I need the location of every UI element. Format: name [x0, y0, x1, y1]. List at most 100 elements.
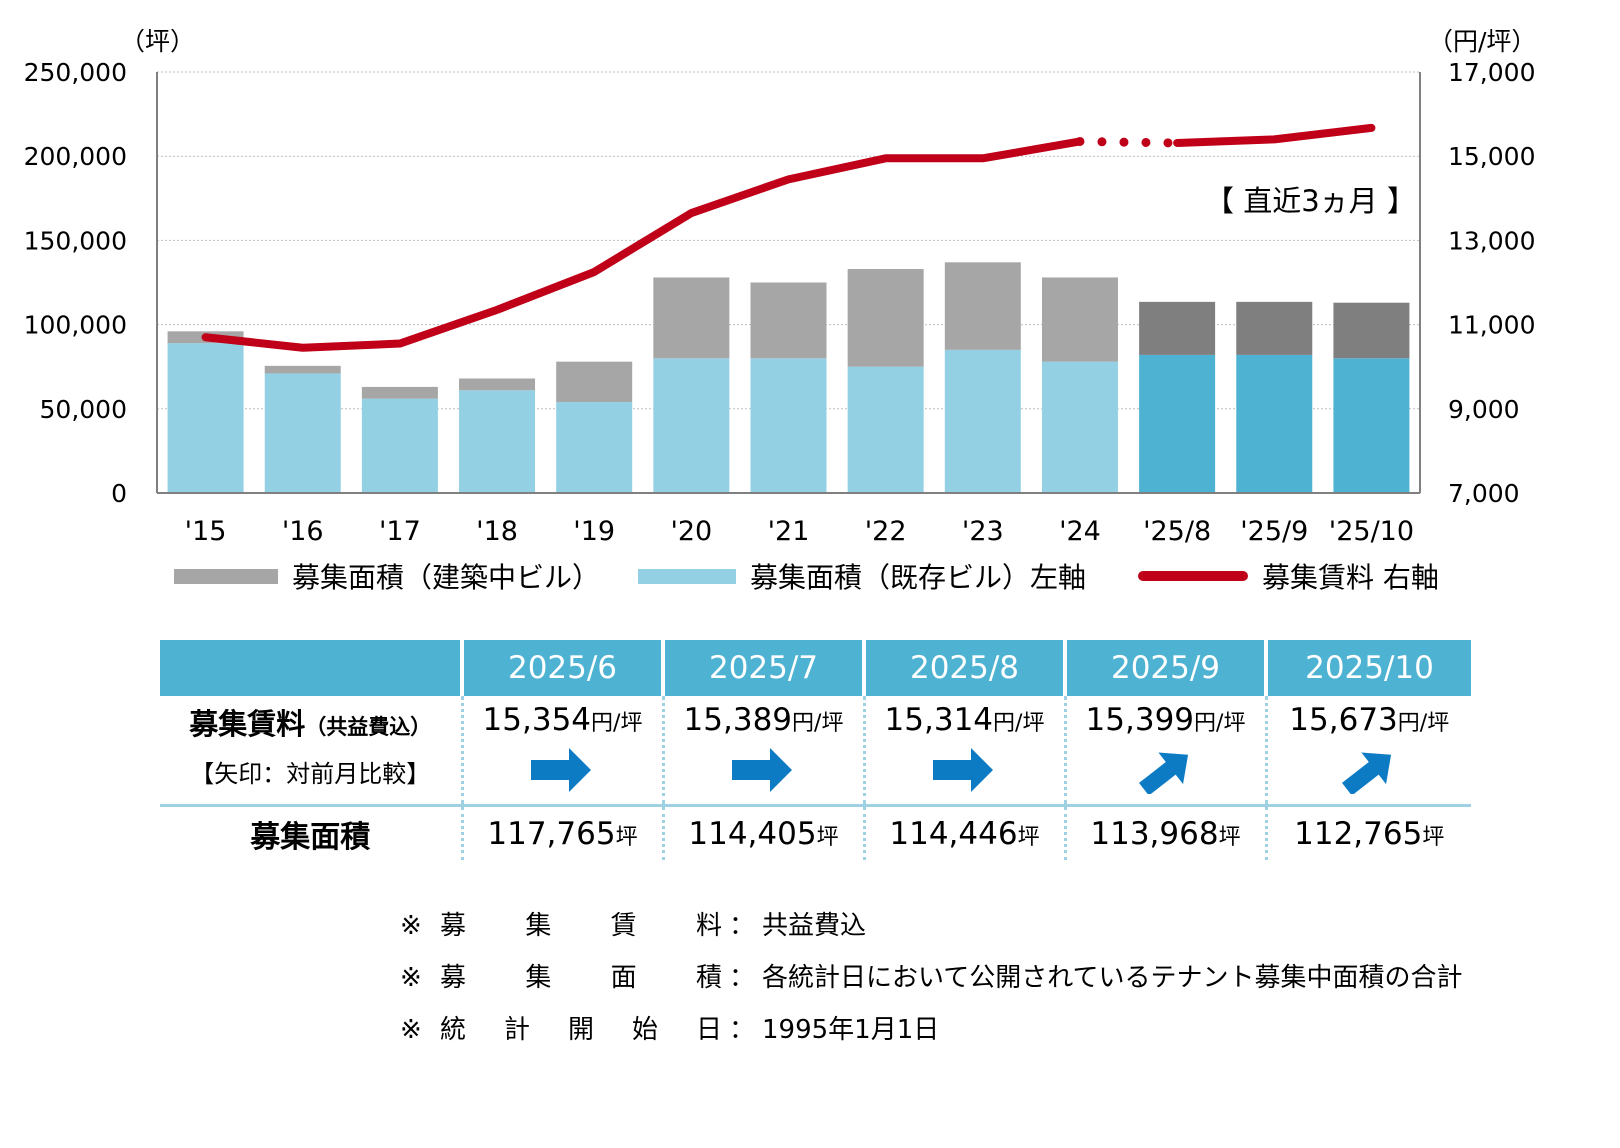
axes: 0 7,000 50,000 9,000 100,000 11,000 150,000 13,…: [24, 58, 1536, 547]
right-tick-label: 11,000: [1448, 311, 1535, 340]
category-label: '20: [670, 516, 712, 547]
legend-swatch-existing: [638, 568, 736, 584]
area-unit: 坪: [1422, 824, 1445, 850]
legend-label-existing: 募集面積（既存ビル）左軸: [750, 561, 1087, 594]
bar-construction: [1236, 301, 1313, 355]
area-value: 114,405: [688, 815, 817, 852]
area-unit: 坪: [816, 824, 839, 850]
rent-cell: 15,389円/坪: [661, 696, 864, 806]
arrow-right-icon: [530, 748, 591, 792]
rent-area-chart: 0 7,000 50,000 9,000 100,000 11,000 150,000 13,…: [24, 27, 1537, 547]
table-header-cell: 2025/9: [1063, 640, 1266, 696]
note-key-char: 日: [695, 1015, 722, 1045]
bar-construction: [847, 269, 924, 367]
note-separator: ：: [728, 911, 755, 941]
area-label: 募集面積: [160, 804, 462, 860]
note-value: 各統計日において公開されているテナント募集中面積の合計: [762, 963, 1463, 993]
note-key-char: 積: [695, 963, 722, 993]
bar-existing: [556, 402, 633, 493]
summary-table: 2025/6 2025/7 2025/8 2025/9 2025/10 募集賃料…: [160, 640, 1471, 860]
note-key-char: 募: [440, 911, 467, 941]
note-key-char: 賃: [610, 911, 637, 941]
category-label: '18: [476, 516, 518, 547]
note-key: 募集賃料: [440, 900, 722, 952]
table-header-blank: [160, 640, 462, 696]
table-header-cell: 2025/6: [460, 640, 663, 696]
bar-existing: [361, 398, 438, 493]
legend-swatch-construction: [174, 568, 278, 584]
rent-value: 15,314: [884, 702, 994, 738]
category-label: '24: [1059, 516, 1101, 547]
bar-construction: [1041, 277, 1118, 362]
bar-existing: [847, 366, 924, 493]
bar-existing: [1139, 354, 1216, 493]
area-row: 募集面積 117,765坪 114,405坪 114,446坪 113,968坪…: [160, 804, 1471, 860]
area-value: 112,765: [1294, 815, 1423, 852]
note-row: ※ 統 計 開 始 日 ： 1995年1月1日: [400, 1004, 1462, 1056]
bar-construction: [556, 361, 633, 403]
table-header-cell: 2025/8: [862, 640, 1065, 696]
bar-existing: [264, 373, 341, 493]
category-label: '15: [185, 516, 227, 547]
legend: 募集面積（建築中ビル）: [174, 556, 600, 596]
category-label: '25/9: [1240, 516, 1308, 547]
note-key: 募集面積: [440, 952, 722, 1004]
rent-cell: 15,354円/坪: [460, 696, 663, 806]
area-value: 114,446: [889, 815, 1018, 852]
note-key-char: 統: [440, 1015, 467, 1045]
arrow-right-icon: [731, 748, 792, 792]
arrow-label: 【矢印：対前月比較】: [190, 759, 431, 788]
rent-line-dotted-gap: [1075, 136, 1182, 148]
rent-cell: 15,314円/坪: [862, 696, 1065, 806]
category-label: '17: [379, 516, 421, 547]
area-value: 117,765: [487, 815, 616, 852]
rent-value: 15,389: [683, 702, 793, 738]
left-axis-unit: （坪）: [120, 27, 195, 56]
note-key-char: 集: [525, 911, 552, 941]
category-label: '16: [282, 516, 324, 547]
note-key-char: 計: [503, 1015, 530, 1045]
rent-value: 15,354: [482, 702, 592, 738]
area-cell: 114,405坪: [661, 804, 864, 860]
left-tick-label: 50,000: [40, 395, 127, 424]
bar-existing: [653, 358, 730, 493]
area-cell: 112,765坪: [1264, 804, 1471, 860]
note-separator: ：: [728, 1015, 755, 1045]
left-tick-label: 250,000: [24, 58, 127, 87]
area-value: 113,968: [1090, 815, 1219, 852]
area-cell: 113,968坪: [1063, 804, 1266, 860]
note-key-char: 募: [440, 963, 467, 993]
rent-unit: 円/坪: [1397, 711, 1450, 736]
rent-cell: 15,673円/坪: [1264, 696, 1471, 806]
note-value: 1995年1月1日: [762, 1015, 940, 1045]
rent-unit: 円/坪: [792, 711, 844, 736]
bar-construction: [361, 386, 438, 399]
rent-unit: 円/坪: [1194, 711, 1246, 736]
arrow-up-right-icon: [1138, 752, 1188, 794]
table-header-cell: 2025/7: [661, 640, 864, 696]
legend-label-construction: 募集面積（建築中ビル）: [292, 561, 601, 594]
arrow-right-icon: [932, 748, 993, 792]
note-prefix: ※: [400, 911, 422, 941]
note-prefix: ※: [400, 1015, 422, 1045]
left-tick-label: 100,000: [24, 311, 127, 340]
rent-value: 15,399: [1085, 702, 1195, 738]
bar-existing: [1236, 354, 1313, 493]
legend-swatch-rent: [1138, 571, 1248, 581]
note-value: 共益費込: [762, 911, 867, 941]
bar-construction: [750, 282, 827, 359]
note-key-char: 面: [610, 963, 637, 993]
area-unit: 坪: [615, 824, 638, 850]
rent-line: [201, 137, 1084, 352]
bar-existing: [167, 343, 244, 493]
note-key-char: 始: [631, 1015, 658, 1045]
rent-line-recent: [1173, 123, 1376, 147]
bar-construction: [264, 365, 341, 374]
right-tick-label: 7,000: [1448, 479, 1520, 508]
rent-row: 募集賃料（共益費込） 【矢印：対前月比較】 15,354円/坪 15,389円/…: [160, 696, 1471, 806]
category-label: '25/10: [1329, 516, 1414, 547]
rent-unit: 円/坪: [993, 711, 1045, 736]
legend-label-rent: 募集賃料 右軸: [1262, 561, 1439, 594]
note-key-char: 集: [525, 963, 552, 993]
left-tick-label: 200,000: [24, 142, 127, 171]
